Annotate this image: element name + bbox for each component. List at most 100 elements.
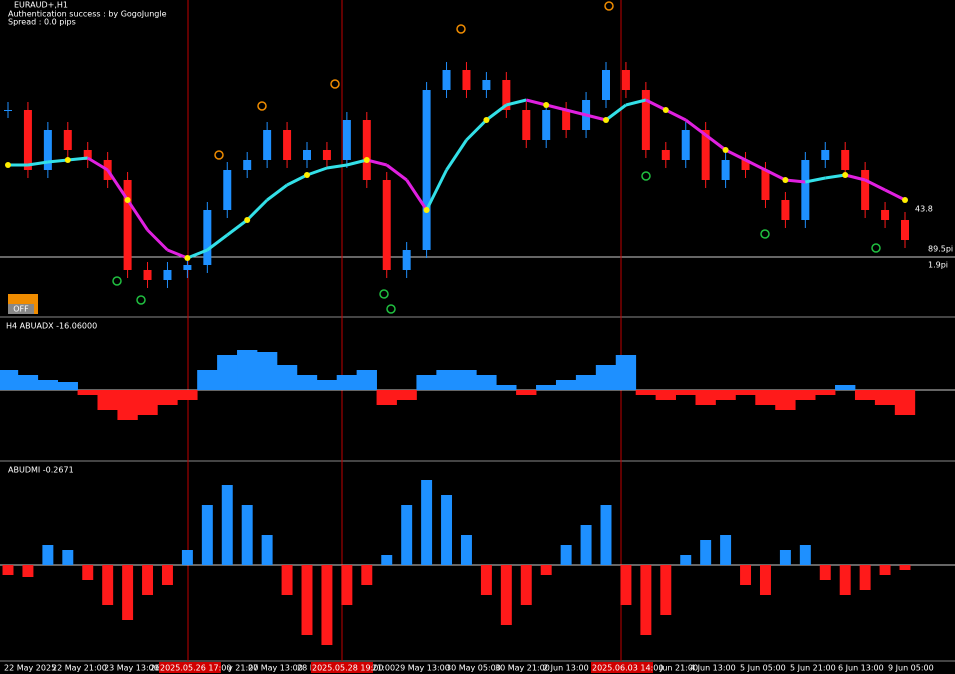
ma-dot (423, 207, 430, 213)
hist-bar (755, 390, 776, 405)
candle (761, 170, 770, 200)
hist-bar (217, 355, 238, 390)
hist-bar (376, 390, 397, 405)
signals (112, 171, 881, 314)
candle (641, 90, 650, 150)
spread: Spread : 0.0 pips (8, 18, 76, 27)
ma-segment (286, 173, 308, 187)
hist-bar (835, 385, 856, 390)
off-button-inner[interactable] (8, 304, 34, 314)
ma-dot (304, 172, 310, 178)
hist-bar (281, 565, 293, 595)
hist-bar (700, 540, 712, 565)
hist-bar (500, 565, 512, 625)
hist-bar (854, 390, 876, 400)
time-label: 9 Jun 05:00 (888, 664, 934, 673)
hist-bar (157, 390, 178, 405)
ma-dot (842, 172, 849, 178)
ma-dot (124, 197, 131, 203)
time-label: 2 Jun 13:00 (543, 664, 589, 673)
hist-bar (476, 375, 497, 390)
hist-bar (799, 545, 811, 565)
candle (342, 120, 351, 160)
candle (741, 160, 750, 170)
sell-signal (330, 79, 340, 89)
button-label[interactable]: OFF (13, 305, 29, 314)
hist-bar (401, 505, 413, 565)
hist-bar (241, 505, 253, 565)
ma-segment (106, 169, 129, 201)
candle (841, 150, 850, 170)
hist-bar (735, 390, 756, 395)
sell-signal (257, 101, 267, 111)
hist-bar (819, 565, 831, 580)
ma-segment (366, 158, 388, 167)
hist-bar (815, 390, 836, 395)
hist-bar (2, 565, 14, 575)
hist-bar (456, 370, 477, 390)
candle (143, 270, 152, 280)
ma-dot (603, 117, 609, 123)
time-label: 5 Jun 05:00 (740, 664, 786, 673)
ma-segment (585, 113, 607, 122)
ma-segment (805, 176, 826, 184)
ma-dot (543, 102, 550, 108)
ma-segment (425, 169, 448, 211)
hist-bar (640, 565, 652, 635)
ma-segment (405, 179, 428, 211)
candle (502, 80, 511, 110)
hist-bar (779, 550, 791, 565)
hist-bar (22, 565, 34, 577)
hist-bar (759, 565, 771, 595)
time-label: 28 M (297, 664, 317, 673)
candle (661, 150, 670, 160)
ma-dot (902, 197, 908, 203)
hist-bar (520, 565, 532, 605)
ma-segment (764, 168, 787, 182)
time-label: y 21:00 (228, 664, 258, 673)
candle (881, 210, 890, 220)
hist-bar (540, 565, 552, 575)
hist-bar (0, 370, 19, 390)
hist-bar (396, 390, 417, 400)
candle (123, 180, 132, 270)
hist-bar (859, 565, 871, 590)
time-label: 21:00 (372, 664, 395, 673)
time-label: 2025.05.26 17:00 (160, 664, 231, 673)
candle (861, 170, 870, 210)
hist-bar (655, 390, 676, 400)
hist-bar (102, 565, 114, 605)
symbol: EURAUD+,H1 (14, 1, 68, 10)
candle (801, 160, 810, 220)
hist-bar (839, 565, 851, 595)
buy-signal (379, 289, 389, 299)
candle (422, 90, 431, 250)
ma-segment (545, 103, 567, 112)
candle (83, 150, 92, 160)
time-highlight (159, 662, 221, 673)
hist-bar (201, 505, 213, 565)
time-label: 26 (150, 664, 160, 673)
red-label: 1.9pi (928, 261, 948, 270)
hist-bar (296, 375, 318, 390)
ma-segment (724, 148, 747, 162)
ma-segment (884, 188, 906, 202)
hist-bar (660, 565, 672, 615)
ma-dot (244, 217, 251, 223)
candle (681, 130, 690, 160)
ma-dot (64, 157, 71, 163)
hist-bar (341, 565, 353, 605)
time-label: 27 May 13:00 (248, 664, 303, 673)
candle (23, 110, 32, 170)
candle (243, 160, 252, 170)
time-label: 4 Jun 13:00 (690, 664, 736, 673)
hist-bar (516, 390, 537, 395)
hist-bar (436, 370, 457, 390)
hist-bar (580, 525, 592, 565)
ma-segment (47, 158, 68, 164)
candle (721, 160, 730, 180)
candle (901, 220, 909, 240)
candle (4, 110, 12, 111)
time-label: 22 May 21:00 (52, 664, 107, 673)
ma-segment (126, 199, 149, 231)
